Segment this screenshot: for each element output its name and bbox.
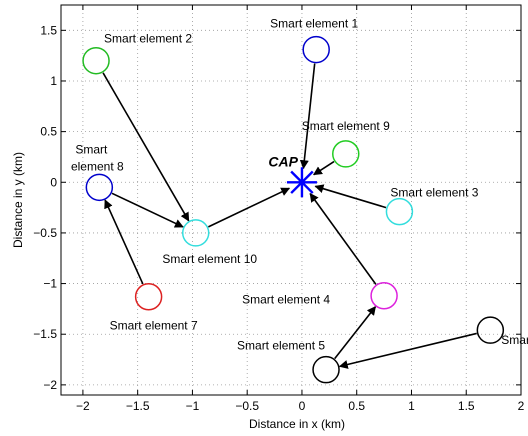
node-10	[181, 219, 210, 247]
y-axis-label: Distance in y (km)	[11, 152, 25, 248]
link-arrow-4-to-cap	[309, 192, 377, 285]
node-5	[312, 355, 340, 384]
plot-frame	[60, 4, 522, 396]
link-arrow-5-to-4	[334, 306, 377, 360]
node-label-3: Smart element 3	[390, 186, 478, 200]
node-label-7: Smart element 7	[110, 319, 198, 333]
node-4	[370, 281, 398, 310]
cap-marker	[286, 167, 317, 198]
link-arrow-8-to-10	[111, 192, 184, 228]
node-1	[302, 35, 330, 64]
plot-background	[61, 5, 521, 395]
link-arrow-3-to-cap	[314, 184, 387, 209]
y-tick-label: −1	[43, 277, 57, 291]
y-tick-label: 0	[50, 175, 57, 189]
node-9	[332, 140, 360, 168]
node-label-6: Smart element 6	[501, 333, 528, 347]
link-arrow-10-to-cap	[208, 187, 291, 228]
link-arrow-7-to-8	[104, 199, 144, 285]
cap-star-stroke	[290, 170, 314, 194]
x-tick-label: 0.5	[348, 399, 365, 413]
node-label-8: Smart element 8	[71, 142, 124, 173]
y-tick-label: −1.5	[33, 327, 57, 341]
link-arrow-9-to-cap	[312, 160, 335, 176]
x-tick-label: 2	[518, 399, 525, 413]
cap-label: CAP	[268, 153, 298, 169]
y-tick-label: −2	[43, 378, 57, 392]
y-tick-label: −0.5	[33, 226, 57, 240]
node-8	[85, 173, 114, 202]
x-tick-label: −0.5	[235, 399, 259, 413]
node-7	[134, 282, 163, 311]
links	[102, 63, 477, 369]
y-tick-label: 0.5	[40, 125, 57, 139]
x-tick-label: 1.5	[458, 399, 475, 413]
node-label-4: Smart element 4	[242, 293, 330, 307]
link-arrow-6-to-5	[338, 332, 477, 369]
x-tick-label: −1	[186, 399, 200, 413]
node-label-9: Smart element 9	[302, 119, 390, 133]
x-tick-label: 0	[299, 399, 306, 413]
node-label-1: Smart element 1	[270, 17, 358, 31]
nodes	[82, 35, 505, 384]
node-label-2: Smart element 2	[104, 32, 192, 46]
link-arrow-2-to-10	[102, 72, 190, 222]
node-3	[385, 197, 414, 226]
y-tick-label: 1.5	[40, 23, 57, 37]
link-arrow-1-to-cap	[299, 63, 316, 170]
node-label-10: Smart element 10	[162, 252, 257, 266]
y-tick-label: 1	[50, 74, 57, 88]
x-tick-label: 1	[408, 399, 415, 413]
node-6	[476, 316, 505, 344]
axis-ticks: −2 −1.5 −1 −0.5 0 0.5 1 1.5 2 −2 −1.5 −1 −0.5 0 0.5 1 1.…	[33, 5, 525, 413]
node-label-5: Smart element 5	[237, 339, 325, 353]
x-tick-label: −1.5	[126, 399, 150, 413]
x-axis-label: Distance in x (km)	[249, 417, 345, 431]
node-2	[82, 46, 110, 75]
x-tick-label: −2	[76, 399, 90, 413]
